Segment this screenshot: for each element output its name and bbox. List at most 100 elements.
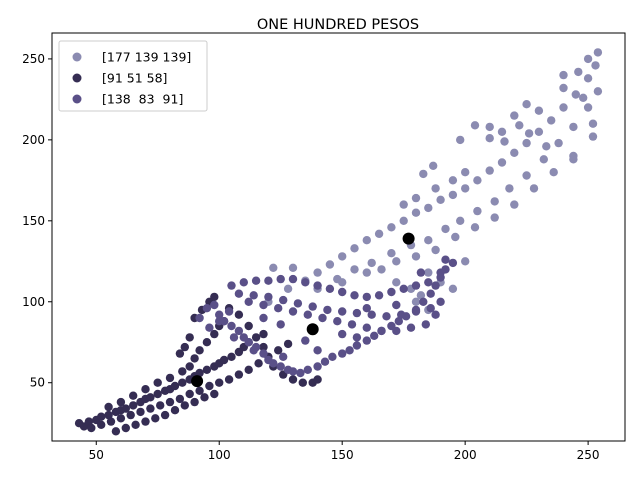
scatter-point — [244, 338, 253, 347]
scatter-point — [126, 410, 135, 420]
scatter-point — [239, 278, 248, 287]
scatter-point — [431, 245, 440, 255]
scatter-point — [362, 323, 371, 332]
scatter-point — [175, 349, 185, 358]
scatter-point — [411, 307, 421, 316]
scatter-point — [195, 346, 204, 355]
scatter-point — [219, 355, 229, 365]
scatter-point — [392, 300, 401, 310]
scatter-point — [97, 412, 106, 421]
scatter-point — [419, 297, 428, 306]
scatter-point — [338, 329, 347, 339]
scatter-point — [129, 391, 138, 400]
scatter-point — [136, 407, 145, 417]
scatter-point — [254, 359, 263, 368]
scatter-point — [276, 320, 285, 329]
scatter-point — [338, 307, 347, 316]
scatter-point — [411, 281, 421, 290]
scatter-point — [362, 292, 371, 302]
scatter-point — [288, 263, 298, 272]
scatter-point — [313, 268, 322, 277]
scatter-point — [419, 169, 428, 179]
scatter-point — [170, 381, 180, 391]
scatter-point — [288, 274, 298, 284]
scatter-point — [338, 252, 347, 261]
scatter-point — [448, 190, 458, 200]
x-tick-label: 150 — [331, 448, 354, 462]
scatter-point — [352, 333, 362, 342]
scatter-point — [461, 184, 470, 193]
scatter-point — [195, 386, 204, 395]
scatter-point — [121, 404, 130, 413]
points-layer — [74, 48, 603, 436]
scatter-point — [279, 295, 288, 305]
scatter-point — [406, 323, 416, 332]
scatter-point — [338, 278, 347, 287]
scatter-point — [274, 346, 283, 355]
scatter-point — [153, 378, 162, 387]
scatter-point — [549, 168, 558, 177]
legend-label: [177 139 139] — [102, 50, 191, 65]
scatter-point — [522, 171, 531, 180]
scatter-point — [175, 394, 185, 404]
scatter-point — [411, 208, 421, 217]
scatter-point — [210, 292, 219, 302]
scatter-point — [510, 111, 519, 120]
y-axis: 50 100 150 200 250 — [22, 52, 52, 390]
scatter-point — [269, 359, 278, 368]
scatter-point — [583, 54, 593, 64]
scatter-point — [328, 352, 337, 361]
scatter-point — [229, 333, 239, 342]
scatter-point — [215, 378, 224, 387]
scatter-point — [224, 375, 234, 384]
scatter-point — [234, 310, 244, 319]
scatter-point — [522, 138, 531, 148]
series-2 — [74, 292, 322, 436]
scatter-point — [178, 367, 187, 376]
scatter-point — [436, 297, 445, 306]
scatter-point — [451, 232, 460, 242]
scatter-point — [251, 333, 261, 342]
scatter-point — [195, 313, 204, 323]
scatter-point — [323, 305, 332, 315]
scatter-point — [524, 129, 534, 138]
scatter-point — [485, 166, 494, 175]
series-1 — [264, 48, 603, 315]
scatter-point — [215, 310, 224, 319]
scatter-point — [411, 193, 421, 203]
y-tick-label: 50 — [30, 376, 45, 390]
scatter-point — [151, 414, 160, 423]
scatter-point — [259, 329, 268, 339]
scatter-point — [588, 119, 598, 128]
scatter-point — [244, 297, 253, 306]
scatter-point — [397, 310, 406, 319]
scatter-point — [116, 397, 126, 407]
scatter-point — [510, 148, 519, 157]
scatter-point — [234, 326, 244, 336]
scatter-point — [441, 224, 450, 234]
scatter-point — [288, 367, 298, 376]
scatter-point — [153, 389, 162, 399]
scatter-point — [259, 313, 268, 323]
scatter-point — [301, 336, 310, 345]
scatter-point — [347, 320, 357, 329]
scatter-point — [554, 138, 563, 148]
scatter-point — [411, 252, 421, 261]
scatter-point — [333, 317, 342, 326]
scatter-point — [251, 276, 261, 285]
scatter-point — [215, 317, 224, 326]
scatter-point — [571, 90, 580, 99]
legend-marker — [72, 94, 82, 104]
scatter-point — [276, 362, 285, 371]
scatter-point — [424, 268, 433, 277]
scatter-point — [350, 244, 359, 253]
chart-title: ONE HUNDRED PESOS — [257, 17, 419, 33]
scatter-point — [367, 258, 376, 268]
x-tick-label: 250 — [577, 448, 600, 462]
scatter-point — [470, 223, 480, 232]
scatter-point — [227, 281, 236, 290]
scatter-point — [129, 401, 138, 410]
scatter-point — [178, 378, 187, 387]
scatter-point — [185, 333, 194, 342]
